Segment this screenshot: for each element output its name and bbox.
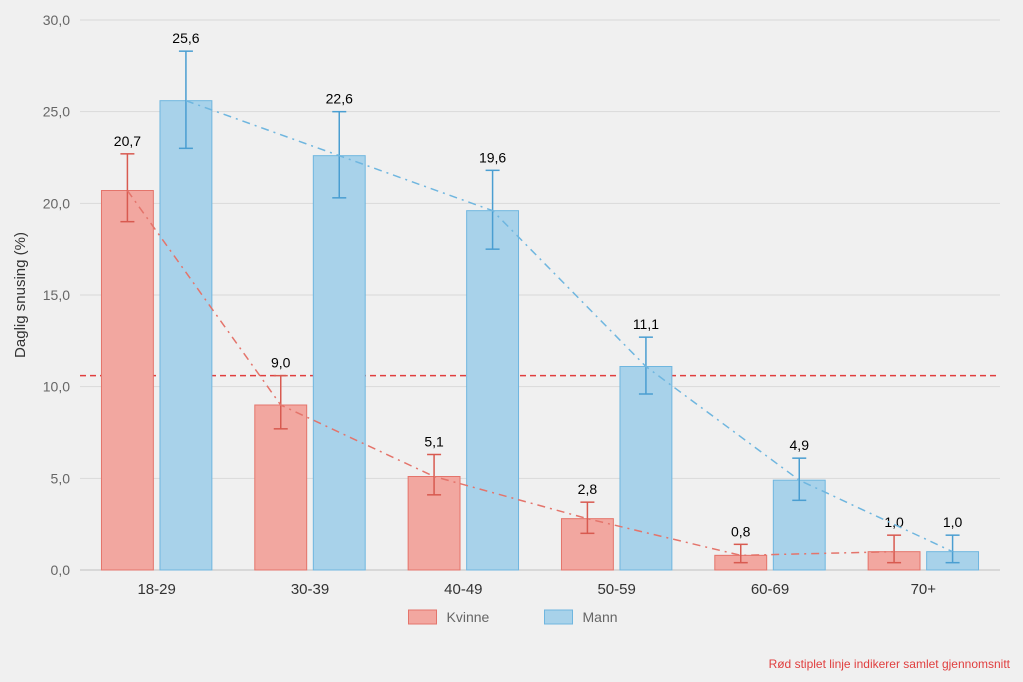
legend-swatch-mann xyxy=(545,610,573,624)
y-tick-label: 20,0 xyxy=(43,195,70,211)
x-tick-label: 40-49 xyxy=(444,581,482,598)
legend-label-kvinne: Kvinne xyxy=(447,609,490,625)
x-tick-label: 60-69 xyxy=(751,581,789,598)
bar-chart: 0,0 5,0 10,0 15,0 20,0 25,0 30,0 Daglig snusing… xyxy=(0,0,1023,682)
y-tick-label: 5,0 xyxy=(51,470,71,486)
bar-mann xyxy=(620,367,672,571)
value-label-mann: 11,1 xyxy=(633,316,659,332)
x-tick-label: 18-29 xyxy=(137,581,175,598)
bar-mann xyxy=(160,101,212,570)
value-label-kvinne: 9,0 xyxy=(271,355,291,371)
bar-mann xyxy=(467,211,519,570)
y-axis-title: Daglig snusing (%) xyxy=(12,232,29,358)
bar-kvinne xyxy=(101,191,153,571)
x-tick-label: 70+ xyxy=(911,581,937,598)
chart-container: 0,0 5,0 10,0 15,0 20,0 25,0 30,0 Daglig snusing… xyxy=(0,0,1023,682)
y-tick-label: 0,0 xyxy=(51,562,71,578)
value-label-mann: 4,9 xyxy=(790,437,810,453)
value-label-kvinne: 20,7 xyxy=(114,133,141,149)
value-label-mann: 1,0 xyxy=(943,514,963,530)
value-label-mann: 19,6 xyxy=(479,149,506,165)
y-tick-label: 15,0 xyxy=(43,287,70,303)
bar-mann xyxy=(313,156,365,570)
y-tick-label: 25,0 xyxy=(43,104,70,120)
x-tick-label: 30-39 xyxy=(291,581,329,598)
y-tick-label: 30,0 xyxy=(43,12,70,28)
value-label-kvinne: 0,8 xyxy=(731,523,751,539)
legend-label-mann: Mann xyxy=(583,609,618,625)
value-label-kvinne: 5,1 xyxy=(424,434,444,450)
value-label-mann: 25,6 xyxy=(172,30,199,46)
value-label-mann: 22,6 xyxy=(326,91,353,107)
bar-kvinne xyxy=(255,405,307,570)
y-tick-label: 10,0 xyxy=(43,379,70,395)
footnote: Rød stiplet linje indikerer samlet gjenn… xyxy=(769,657,1011,671)
legend-swatch-kvinne xyxy=(409,610,437,624)
x-tick-label: 50-59 xyxy=(597,581,635,598)
value-label-kvinne: 2,8 xyxy=(578,481,598,497)
